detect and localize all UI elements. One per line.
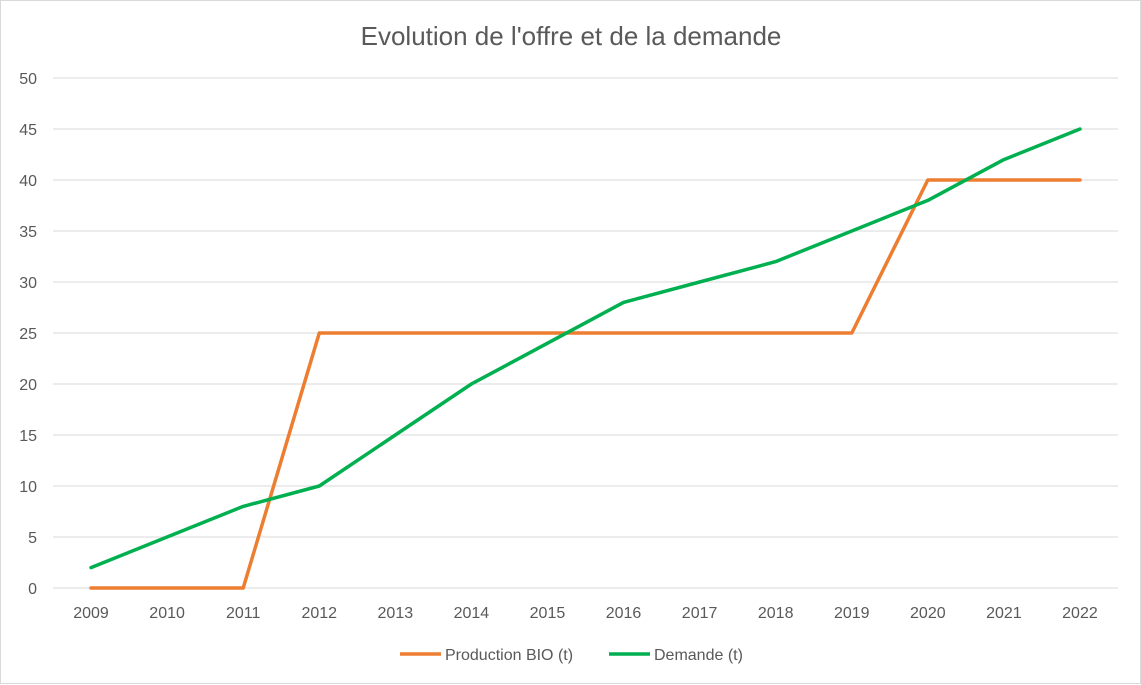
data-point	[1002, 178, 1006, 182]
y-tick-label: 15	[19, 428, 37, 445]
data-point	[926, 198, 930, 202]
data-point	[469, 331, 473, 335]
data-point	[1078, 178, 1082, 182]
data-point	[317, 484, 321, 488]
data-point	[698, 331, 702, 335]
data-point	[165, 586, 169, 590]
data-point	[622, 331, 626, 335]
data-point	[89, 566, 93, 570]
x-tick-label: 2020	[910, 605, 946, 622]
x-tick-label: 2019	[834, 605, 870, 622]
data-point	[622, 300, 626, 304]
y-tick-label: 35	[19, 224, 37, 241]
data-point	[165, 535, 169, 539]
y-tick-label: 45	[19, 122, 37, 139]
y-tick-label: 25	[19, 326, 37, 343]
x-tick-label: 2022	[1062, 605, 1098, 622]
x-tick-label: 2010	[149, 605, 185, 622]
y-tick-label: 40	[19, 173, 37, 190]
y-tick-label: 0	[28, 581, 37, 598]
data-point	[545, 331, 549, 335]
chart-title: Evolution de l'offre et de la demande	[361, 21, 782, 51]
x-tick-label: 2009	[73, 605, 109, 622]
data-point	[241, 586, 245, 590]
axes: 0 5 10 15 20 25 30 35 40 45 50 2009 2010 2011 2012 2013…	[19, 71, 1118, 622]
x-tick-label: 2012	[301, 605, 337, 622]
data-point	[850, 331, 854, 335]
y-tick-label: 50	[19, 71, 37, 88]
legend-label: Production BIO (t)	[445, 647, 573, 664]
x-tick-label: 2018	[758, 605, 794, 622]
legend-label: Demande (t)	[654, 647, 743, 664]
y-tick-label: 5	[28, 530, 37, 547]
legend: Production BIO (t) Demande (t)	[400, 647, 743, 664]
data-point	[1002, 158, 1006, 162]
gridlines	[53, 77, 1118, 538]
data-point	[774, 331, 778, 335]
x-tick-label: 2016	[606, 605, 642, 622]
data-point	[241, 504, 245, 508]
data-point	[774, 260, 778, 264]
data-point	[469, 382, 473, 386]
data-point	[850, 229, 854, 233]
data-point	[317, 331, 321, 335]
x-tick-label: 2013	[378, 605, 414, 622]
data-point	[393, 433, 397, 437]
y-tick-label: 10	[19, 479, 37, 496]
y-tick-label: 20	[19, 377, 37, 394]
data-point	[926, 178, 930, 182]
x-tick-label: 2011	[226, 605, 261, 622]
series-lines	[89, 127, 1082, 590]
data-point	[89, 586, 93, 590]
series-line-demande	[89, 127, 1082, 570]
x-tick-label: 2021	[986, 605, 1022, 622]
x-tick-label: 2017	[682, 605, 718, 622]
data-point	[1078, 127, 1082, 131]
y-tick-label: 30	[19, 275, 37, 292]
data-point	[545, 341, 549, 345]
data-point	[393, 331, 397, 335]
x-tick-label: 2015	[530, 605, 566, 622]
x-tick-label: 2014	[454, 605, 490, 622]
data-point	[698, 280, 702, 284]
